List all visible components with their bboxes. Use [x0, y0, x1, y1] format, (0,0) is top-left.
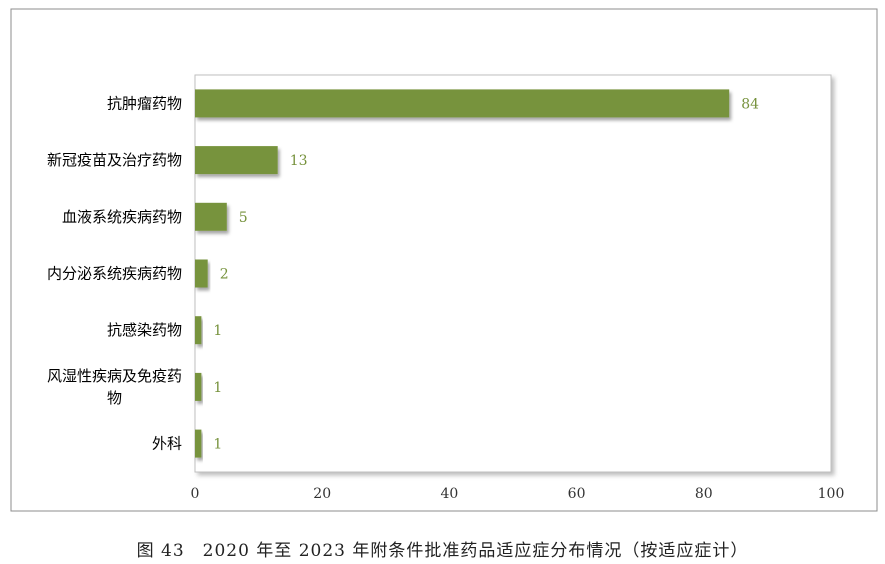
- data-label: 1: [213, 437, 222, 453]
- x-tick-label: 0: [191, 486, 200, 502]
- x-tick-label: 20: [313, 486, 331, 502]
- data-label: 84: [741, 96, 759, 112]
- category-label: 内分泌系统疾病药物: [47, 265, 182, 283]
- x-tick-label: 60: [568, 486, 586, 502]
- category-label: 抗肿瘤药物: [107, 94, 182, 112]
- plot-area: [194, 74, 832, 473]
- category-label: 新冠疫苗及治疗药物: [47, 151, 182, 169]
- bar: [195, 429, 202, 458]
- data-label: 2: [220, 267, 229, 283]
- bar: [195, 259, 208, 288]
- category-label: 抗感染药物: [107, 321, 182, 339]
- bar: [195, 316, 202, 345]
- bar: [195, 89, 730, 118]
- bar: [195, 146, 278, 175]
- x-tick-label: 80: [695, 486, 713, 502]
- x-tick-label: 100: [818, 486, 845, 502]
- data-label: 5: [239, 210, 248, 226]
- category-label: 外科: [152, 435, 182, 453]
- figure-caption: 图 43 2020 年至 2023 年附条件批准药品适应症分布情况（按适应症计）: [136, 541, 749, 561]
- data-label: 1: [213, 323, 222, 339]
- category-label: 血液系统疾病药物: [62, 208, 182, 226]
- bar: [195, 202, 227, 231]
- x-tick-label: 40: [440, 486, 458, 502]
- bar: [195, 372, 202, 401]
- category-label: 风湿性疾病及免疫药物: [47, 367, 182, 407]
- data-label: 1: [213, 380, 222, 396]
- data-label: 13: [290, 153, 308, 169]
